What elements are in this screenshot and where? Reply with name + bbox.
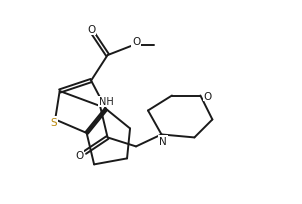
Text: O: O xyxy=(204,91,212,101)
Text: NH: NH xyxy=(99,97,114,107)
Text: O: O xyxy=(87,25,95,35)
Text: S: S xyxy=(50,117,57,127)
Text: O: O xyxy=(75,151,83,161)
Text: O: O xyxy=(132,37,140,47)
Text: N: N xyxy=(159,136,167,146)
